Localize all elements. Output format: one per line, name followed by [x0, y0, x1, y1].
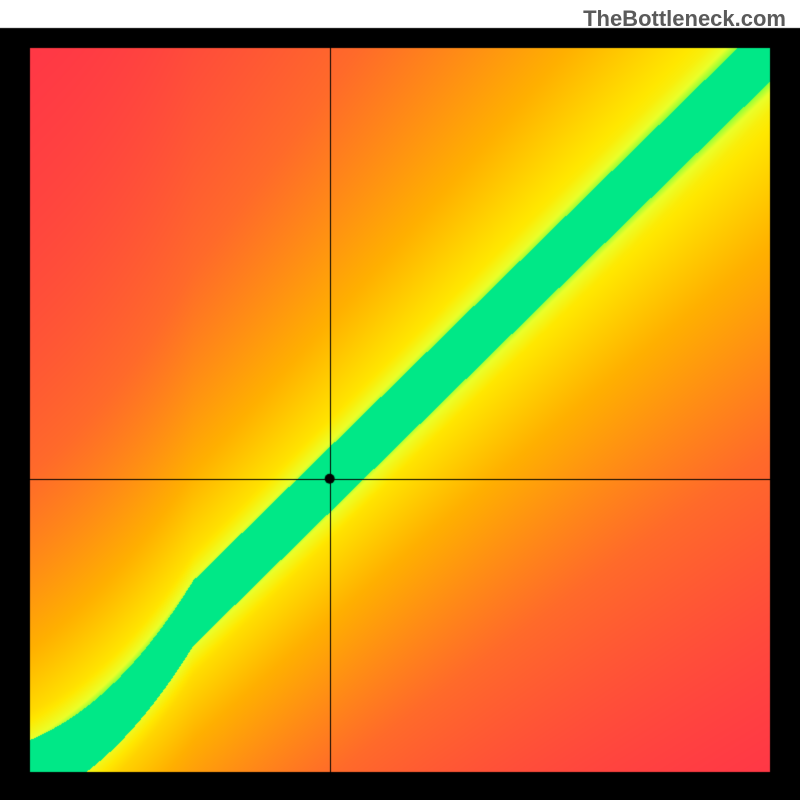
heatmap-canvas: [0, 0, 800, 800]
watermark-text: TheBottleneck.com: [583, 6, 786, 32]
chart-container: TheBottleneck.com: [0, 0, 800, 800]
